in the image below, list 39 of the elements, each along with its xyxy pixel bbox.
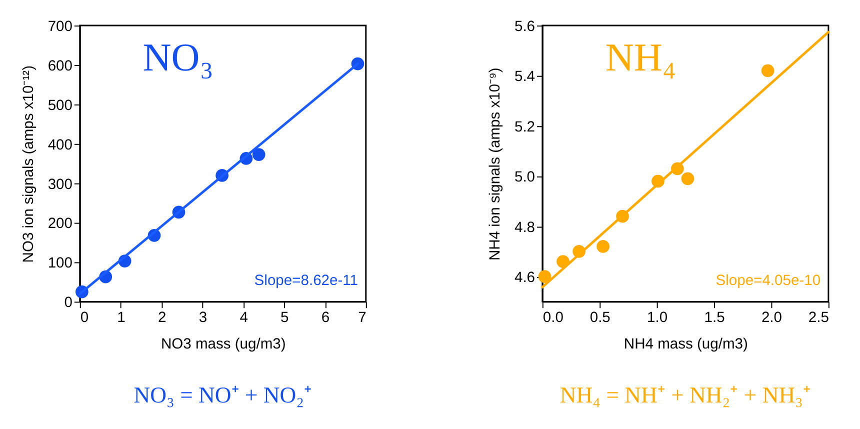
x-tick-label: 2 [158,310,166,326]
x-tick-label: 3 [198,310,208,326]
x-axis-title: NO3 mass (ug/m3) [160,336,286,353]
x-tick-label: 1.5 [704,310,725,326]
annotation: Slope=4.05e-10 [716,272,821,289]
annotation: Slope=8.62e-11 [254,272,358,289]
text: NO₃ = NO⁺ + NO₂⁺ [134,382,312,408]
y-tick-label: 300 [48,176,72,193]
y-tick-label: 5.2 [514,119,536,136]
x-tick-label: 2.5 [808,310,829,326]
x-tick-label: 1 [117,310,126,326]
y-tick-label: 100 [48,256,72,272]
y-axis-title: NO3 ion signals (amps x10⁻¹²) [21,65,38,263]
y-tick-label: 400 [48,137,72,154]
x-tick-label: 6 [321,310,330,326]
y-tick-label: 4.6 [514,270,536,286]
x-tick-label: 0.5 [590,310,610,326]
x-tick-label: 1.0 [647,310,668,326]
x-axis-title: NH4 mass (ug/m3) [624,336,748,353]
y-tick-label: 4.8 [514,220,536,236]
y-tick-label: 0 [64,295,72,312]
y-tick-label: 600 [48,58,72,74]
point [252,148,266,161]
x-tick-label: 2.0 [761,310,782,326]
x-tick-label: 4 [240,310,248,326]
y-tick-label: 5.6 [514,18,536,35]
annotation: NH₄ [605,36,676,80]
y-tick-label: 200 [48,216,72,232]
text: NH₄ = NH⁺ + NH₂⁺ + NH₃⁺ [560,382,811,408]
x-tick-label: 0.0 [542,310,564,326]
x-tick-label: 0 [80,310,89,326]
y-tick-label: 5.0 [514,170,536,186]
y-tick-label: 5.4 [514,69,536,86]
y-tick-label: 500 [48,98,72,114]
y-axis-title: NH4 ion signals (amps x10⁻⁹) [488,68,504,261]
x-tick-label: 7 [358,310,366,326]
y-tick-label: 700 [48,18,72,35]
x-tick-label: 5 [280,310,289,326]
annotation: NO₃ [142,36,214,80]
